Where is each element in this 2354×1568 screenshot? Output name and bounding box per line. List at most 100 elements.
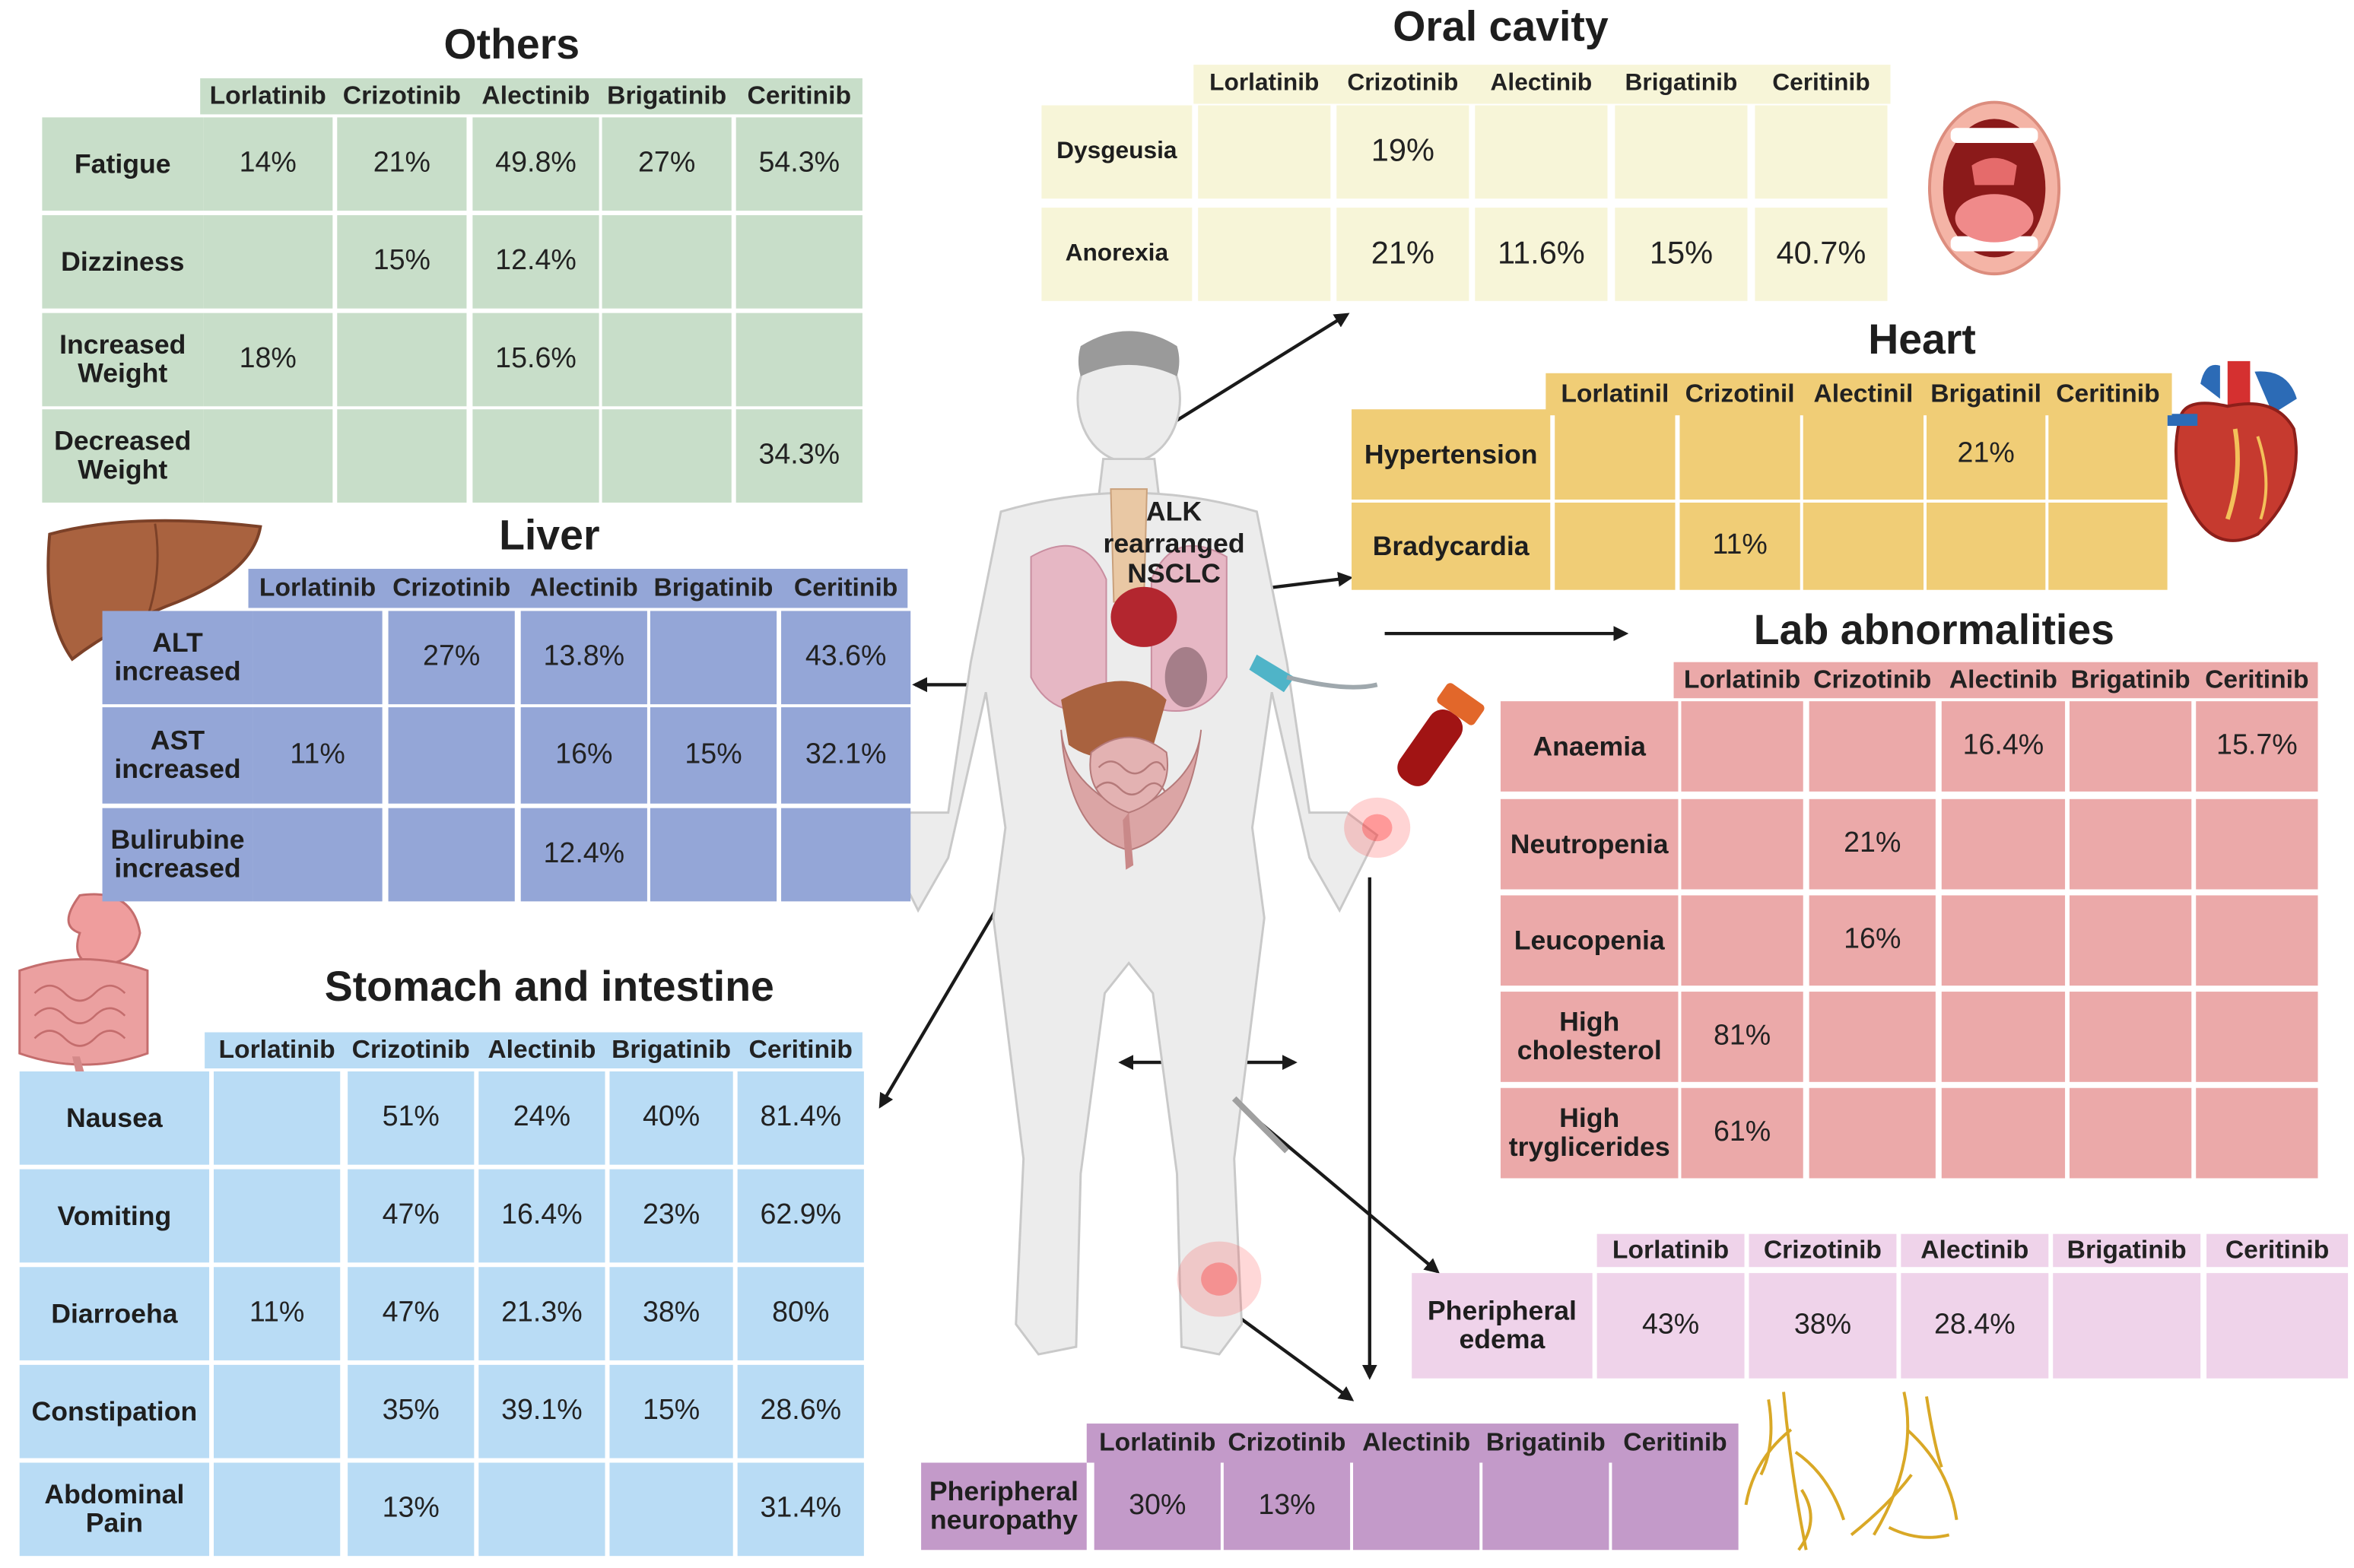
value-cell: 31.4% bbox=[737, 1462, 864, 1557]
value-cell: 23% bbox=[609, 1169, 733, 1263]
header-band bbox=[1193, 65, 1891, 104]
value-cell bbox=[2196, 1087, 2318, 1179]
value-cell bbox=[1681, 895, 1803, 986]
value-cell bbox=[1555, 409, 1676, 500]
arrow-to-oral-cavity bbox=[1155, 313, 1350, 435]
value-cell bbox=[602, 214, 732, 309]
value-cell bbox=[214, 1169, 341, 1263]
value-cell bbox=[1755, 105, 1888, 199]
row-label: Constipation bbox=[19, 1364, 210, 1458]
value-cell: 21% bbox=[337, 117, 467, 211]
column-header: Ceritinib bbox=[747, 81, 852, 110]
value-cell bbox=[1941, 895, 2066, 986]
column-header: Crizotinib bbox=[392, 573, 511, 602]
column-header: Ceritinib bbox=[1772, 70, 1870, 96]
value-cell bbox=[1615, 105, 1748, 199]
value-cell bbox=[253, 611, 383, 705]
value-cell: 11.6% bbox=[1475, 208, 1608, 301]
value-cell bbox=[781, 808, 911, 902]
column-header: Brigatinib bbox=[607, 81, 727, 110]
column-header: Alectinib bbox=[488, 1035, 596, 1065]
value-cell: 43.6% bbox=[781, 611, 911, 705]
arrow-to-neuropathy-2 bbox=[1233, 1312, 1355, 1401]
row-label: Dizziness bbox=[42, 214, 204, 309]
stomach-intestine-icon bbox=[18, 893, 149, 1084]
value-cell bbox=[1809, 1087, 1936, 1179]
row-label: Anaemia bbox=[1500, 701, 1679, 792]
blood-sample-icon bbox=[1249, 654, 1485, 786]
value-cell bbox=[1803, 409, 1924, 500]
value-cell bbox=[2048, 409, 2168, 500]
value-cell bbox=[478, 1462, 605, 1557]
value-cell: 21% bbox=[1809, 798, 1936, 890]
value-cell bbox=[609, 1462, 733, 1557]
section-title: Others bbox=[443, 21, 580, 68]
value-cell: 15% bbox=[1615, 208, 1748, 301]
column-header: Ceritinib bbox=[748, 1035, 853, 1065]
value-cell bbox=[214, 1462, 341, 1557]
value-cell bbox=[1475, 105, 1608, 199]
value-cell bbox=[1681, 798, 1803, 890]
column-header: Ceritinib bbox=[2056, 379, 2160, 408]
value-cell: 38% bbox=[1749, 1273, 1897, 1379]
header-band bbox=[1086, 1424, 1739, 1463]
row-label: Increased Weight bbox=[42, 313, 204, 407]
row-label: High tryglicerides bbox=[1500, 1087, 1679, 1179]
value-cell: 18% bbox=[203, 313, 333, 407]
value-cell bbox=[2069, 701, 2192, 792]
header-band bbox=[1546, 373, 2172, 416]
column-header: Alectinib bbox=[1901, 1233, 2049, 1268]
column-header: Alectinib bbox=[1949, 665, 2057, 694]
row-label: Leucopenia bbox=[1500, 895, 1679, 986]
value-cell bbox=[1555, 502, 1676, 590]
header-band bbox=[1673, 662, 2318, 699]
row-label: Pheripheral neuropathy bbox=[921, 1462, 1087, 1551]
column-header: Crizotinib bbox=[1347, 70, 1459, 96]
value-cell: 13% bbox=[1223, 1462, 1351, 1551]
column-header: Brigatinib bbox=[2070, 665, 2190, 694]
value-cell bbox=[1809, 992, 1936, 1082]
value-cell: 27% bbox=[602, 117, 732, 211]
value-cell: 49.8% bbox=[472, 117, 599, 211]
column-header: Crizotinib bbox=[1813, 665, 1932, 694]
value-cell: 51% bbox=[348, 1071, 475, 1165]
column-header: Crizotinib bbox=[351, 1035, 470, 1065]
value-cell bbox=[1926, 502, 2046, 590]
value-cell: 80% bbox=[737, 1267, 864, 1360]
value-cell: 39.1% bbox=[478, 1364, 605, 1458]
column-header: Ceritinib bbox=[793, 573, 898, 602]
row-label: Nausea bbox=[19, 1071, 210, 1165]
value-cell: 61% bbox=[1681, 1087, 1803, 1179]
value-cell: 30% bbox=[1094, 1462, 1221, 1551]
section-title: Oral cavity bbox=[1393, 2, 1609, 50]
column-header: Crizotinib bbox=[1228, 1428, 1346, 1457]
value-cell: 21% bbox=[1926, 409, 2046, 500]
value-cell bbox=[1679, 409, 1800, 500]
value-cell: 28.6% bbox=[737, 1364, 864, 1458]
value-cell bbox=[650, 611, 777, 705]
row-label: Fatigue bbox=[42, 117, 204, 211]
value-cell: 15% bbox=[337, 214, 467, 309]
value-cell bbox=[214, 1071, 341, 1165]
value-cell: 16% bbox=[520, 707, 647, 804]
value-cell: 11% bbox=[214, 1267, 341, 1360]
value-cell: 43% bbox=[1596, 1273, 1745, 1379]
value-cell bbox=[2206, 1273, 2349, 1379]
column-header: Crizotinil bbox=[1685, 379, 1795, 408]
column-header: Crizotinib bbox=[1749, 1233, 1897, 1268]
column-header: Lorlatinib bbox=[259, 573, 376, 602]
header-band bbox=[248, 569, 908, 608]
value-cell: 15.7% bbox=[2196, 701, 2318, 792]
column-header: Alectinib bbox=[1490, 70, 1593, 96]
section-title: Liver bbox=[499, 511, 600, 559]
value-cell bbox=[2069, 895, 2192, 986]
column-header: Brigatinib bbox=[653, 573, 774, 602]
value-cell: 35% bbox=[348, 1364, 475, 1458]
row-label: Anorexia bbox=[1041, 208, 1193, 301]
row-label: Neutropenia bbox=[1500, 798, 1679, 890]
value-cell: 11% bbox=[253, 707, 383, 804]
value-cell bbox=[1809, 701, 1936, 792]
value-cell bbox=[388, 808, 515, 902]
column-header: Ceritinib bbox=[2205, 665, 2309, 694]
